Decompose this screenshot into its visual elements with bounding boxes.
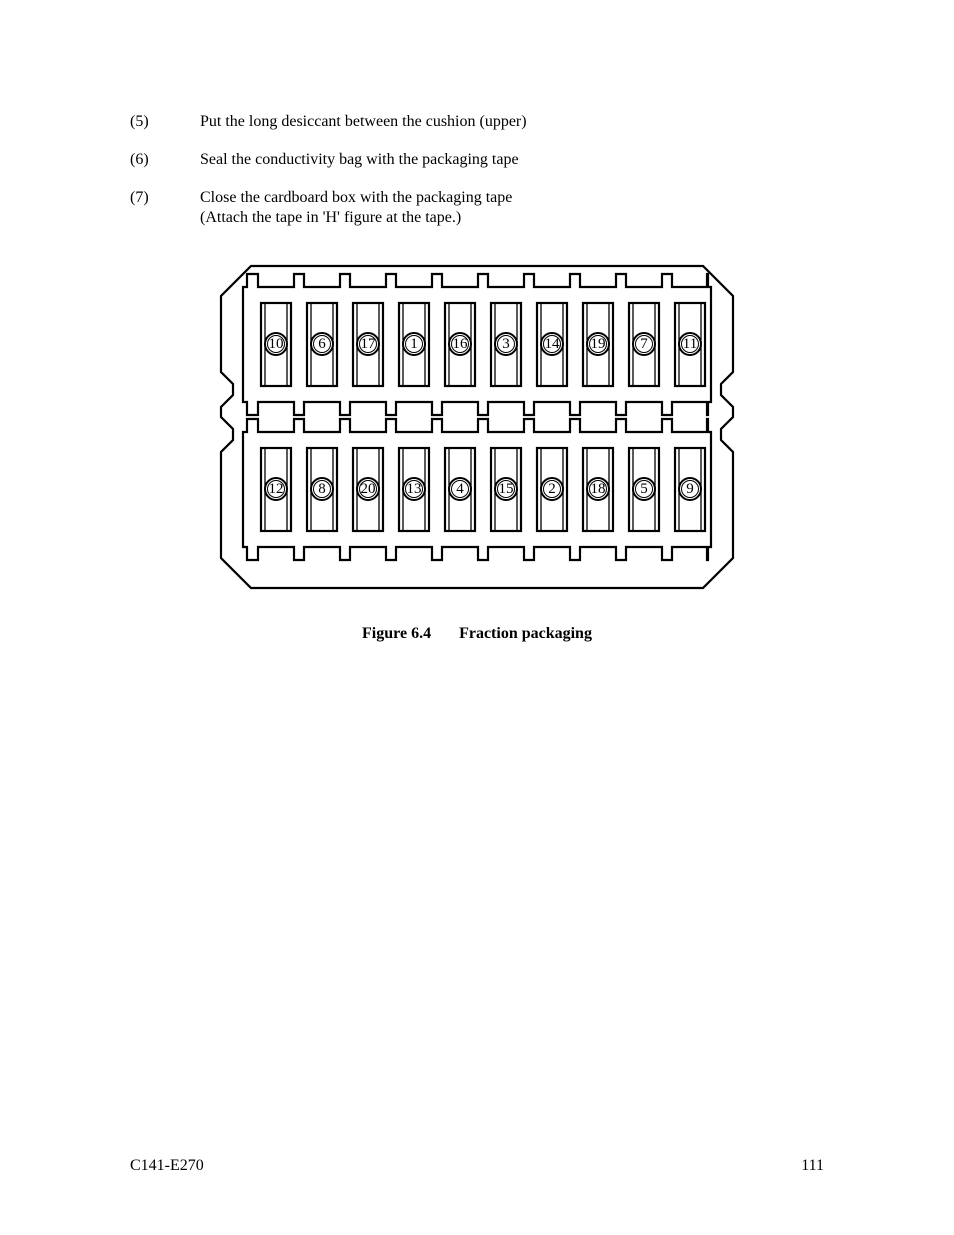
slot-number: 4 [456, 481, 464, 497]
slot-number: 8 [318, 481, 326, 497]
slot-number: 13 [407, 481, 422, 497]
slot-number: 3 [502, 336, 510, 352]
slot-number: 18 [591, 481, 606, 497]
tray-bottom: 12 8 20 13 4 15 2 18 5 9 [243, 419, 711, 560]
figure-caption-label: Figure 6.4 [362, 625, 431, 642]
document-page: (5)Put the long desiccant between the cu… [0, 0, 954, 1235]
slot-number: 17 [361, 336, 377, 352]
figure-svg-container: 10 6 17 1 16 3 14 19 7 11 12 8 20 13 4 15 2 18 5 9 [217, 262, 737, 597]
slot-number: 2 [548, 481, 556, 497]
slot-number: 12 [269, 481, 284, 497]
instruction-list: (5)Put the long desiccant between the cu… [130, 112, 824, 228]
figure-caption: Figure 6.4 Fraction packaging [130, 625, 824, 643]
slot-number: 10 [269, 336, 284, 352]
packaging-diagram: 10 6 17 1 16 3 14 19 7 11 12 8 20 13 4 15 2 18 5 9 [217, 262, 737, 592]
instruction-item: (7)Close the cardboard box with the pack… [130, 188, 824, 228]
footer-doc-code: C141-E270 [130, 1157, 204, 1175]
figure-caption-text: Fraction packaging [459, 625, 592, 642]
instruction-item: (5)Put the long desiccant between the cu… [130, 112, 824, 132]
instruction-text: Put the long desiccant between the cushi… [200, 112, 824, 132]
footer-page-number: 111 [801, 1157, 824, 1175]
instruction-marker: (7) [130, 188, 200, 228]
instruction-text: Seal the conductivity bag with the packa… [200, 150, 824, 170]
slot-number: 1 [410, 336, 418, 352]
tray-top: 10 6 17 1 16 3 14 19 7 11 [243, 274, 711, 415]
slot-number: 5 [640, 481, 648, 497]
instruction-marker: (6) [130, 150, 200, 170]
slot-number: 11 [683, 336, 697, 352]
slot-number: 7 [640, 336, 648, 352]
instruction-marker: (5) [130, 112, 200, 132]
slot-number: 6 [318, 336, 326, 352]
slot-number: 19 [591, 336, 606, 352]
instruction-item: (6)Seal the conductivity bag with the pa… [130, 150, 824, 170]
slot-number: 9 [686, 481, 694, 497]
slot-number: 14 [545, 336, 561, 352]
instruction-text: Close the cardboard box with the packagi… [200, 188, 824, 228]
slot-number: 20 [361, 481, 376, 497]
figure-container: 10 6 17 1 16 3 14 19 7 11 12 8 20 13 4 15 2 18 5 9 Figure 6… [130, 262, 824, 643]
slot-number: 15 [499, 481, 514, 497]
slot-number: 16 [453, 336, 469, 352]
page-footer: C141-E270 111 [130, 1157, 824, 1175]
